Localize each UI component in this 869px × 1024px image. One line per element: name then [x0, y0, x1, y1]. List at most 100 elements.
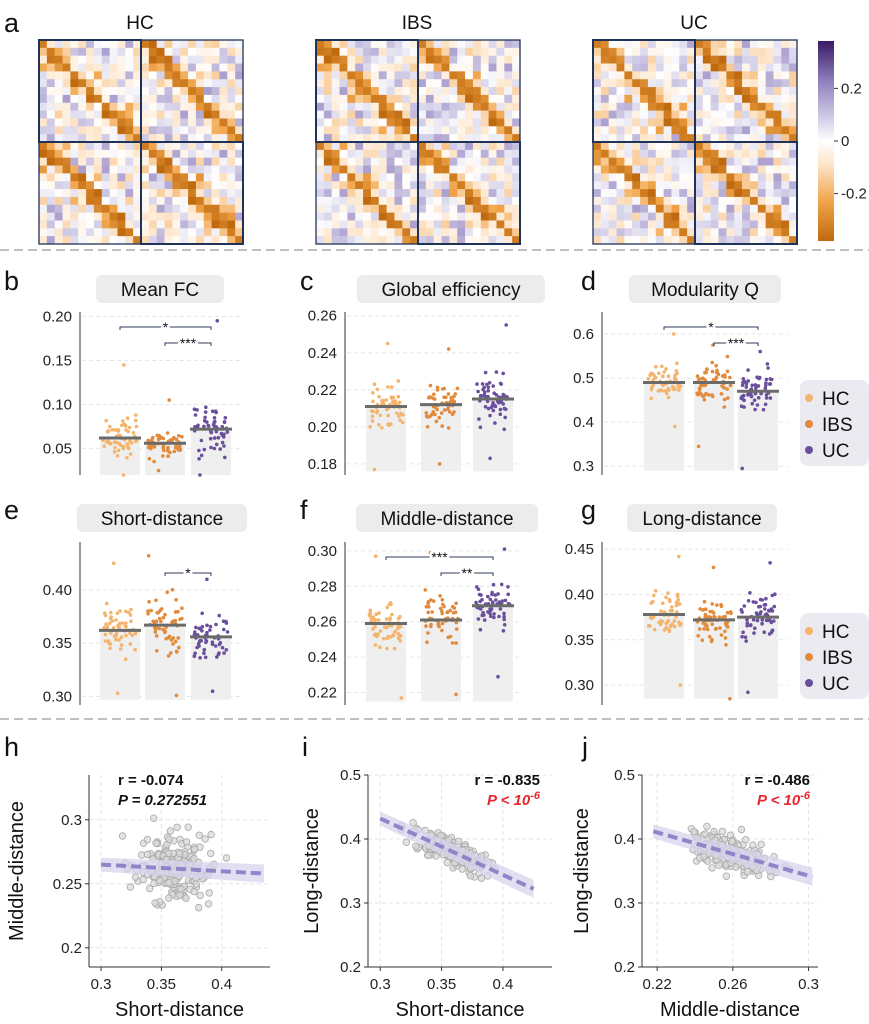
- matrix-cell: [425, 212, 434, 221]
- matrix-cell: [718, 134, 727, 143]
- panel-title: Short-distance: [101, 509, 224, 530]
- point-uc: [482, 618, 487, 622]
- matrix-cell: [386, 228, 395, 237]
- stat-r: r = -0.074: [118, 772, 184, 789]
- matrix-cell: [789, 228, 798, 237]
- matrix-cell: [156, 94, 165, 104]
- matrix-cell: [695, 47, 704, 56]
- matrix-cell: [749, 165, 759, 174]
- matrix-cell: [710, 55, 719, 64]
- colorbar-tick-label: -0.2: [841, 186, 867, 203]
- matrix-cell: [671, 94, 680, 104]
- matrix-cell: [219, 55, 228, 64]
- matrix-cell: [512, 212, 521, 221]
- matrix-cell: [156, 110, 165, 119]
- matrix-cell: [600, 173, 609, 182]
- matrix-cell: [600, 228, 609, 237]
- point-hc: [386, 413, 391, 418]
- matrix-cell: [765, 118, 774, 127]
- matrix-cell: [331, 173, 340, 182]
- matrix-cell: [425, 142, 434, 151]
- matrix-cell: [687, 189, 696, 198]
- matrix-cell: [655, 204, 664, 213]
- point-ibs: [723, 629, 727, 634]
- point-uc: [200, 629, 204, 633]
- matrix-cell: [117, 181, 126, 190]
- matrix-cell: [671, 157, 680, 166]
- scatter-point: [767, 872, 775, 881]
- scatter-point: [757, 840, 765, 849]
- matrix-cell: [347, 110, 356, 119]
- matrix-cell: [394, 157, 403, 166]
- matrix-cell: [378, 110, 387, 119]
- point-uc: [222, 651, 226, 655]
- point-ibs: [723, 614, 727, 619]
- matrix-cell: [386, 189, 395, 198]
- point-hc: [108, 621, 112, 625]
- y-tick-label: 0.18: [308, 456, 337, 473]
- matrix-cell: [465, 63, 474, 72]
- matrix-cell: [742, 40, 751, 49]
- point-ibs: [165, 431, 170, 435]
- matrix-cell: [70, 110, 79, 119]
- matrix-cell: [316, 118, 325, 127]
- matrix-cell: [608, 196, 617, 206]
- matrix-cell: [616, 228, 625, 237]
- point-uc: [491, 582, 496, 587]
- panel-label-a: a: [4, 8, 20, 38]
- matrix-cell: [109, 173, 118, 182]
- matrix-cell: [410, 236, 419, 245]
- matrix-cell: [188, 94, 197, 104]
- point-hc: [672, 619, 677, 623]
- point-uc: [491, 401, 495, 405]
- scatter-point: [466, 872, 475, 880]
- point-ibs: [715, 368, 719, 373]
- matrix-cell: [457, 47, 466, 56]
- point-hc: [666, 374, 671, 378]
- matrix-cell: [695, 181, 704, 190]
- matrix-cell: [726, 149, 735, 158]
- matrix-cell: [593, 149, 602, 158]
- matrix-cell: [480, 102, 489, 111]
- matrix-cell: [600, 134, 609, 143]
- matrix-cell: [632, 157, 641, 166]
- matrix-cell: [718, 110, 727, 119]
- matrix-cell: [718, 181, 727, 190]
- matrix-cell: [156, 142, 165, 151]
- matrix-cell: [78, 126, 87, 135]
- point-ibs: [703, 615, 707, 619]
- matrix-cell: [655, 110, 664, 119]
- point-uc: [504, 323, 509, 327]
- matrix-cell: [86, 79, 95, 88]
- matrix-cell: [504, 55, 513, 64]
- matrix-cell: [394, 40, 403, 49]
- point-hc: [116, 429, 121, 433]
- matrix-cell: [449, 236, 458, 245]
- matrix-cell: [219, 126, 228, 135]
- matrix-cell: [663, 196, 672, 206]
- matrix-cell: [62, 63, 71, 72]
- matrix-cell: [378, 79, 387, 88]
- matrix-cell: [109, 236, 118, 245]
- matrix-cell: [433, 149, 442, 158]
- point-uc: [209, 445, 213, 450]
- point-ibs: [172, 449, 177, 454]
- matrix-cell: [148, 94, 157, 104]
- matrix-cell: [608, 157, 617, 166]
- point-ibs: [166, 454, 170, 459]
- point-uc: [770, 628, 775, 633]
- matrix-cell: [39, 55, 48, 64]
- matrix-cell: [757, 118, 766, 127]
- x-tick-label: 0.22: [643, 976, 672, 993]
- matrix-cell: [363, 55, 372, 64]
- matrix-cell: [355, 40, 364, 49]
- matrix-cell: [39, 189, 48, 198]
- matrix-cell: [679, 236, 688, 245]
- point-hc: [382, 625, 387, 629]
- matrix-cell: [125, 181, 134, 190]
- matrix-cell: [624, 55, 633, 64]
- point-uc: [501, 371, 506, 376]
- matrix-cell: [235, 110, 244, 119]
- matrix-cell: [789, 212, 798, 221]
- matrix-cell: [235, 40, 244, 49]
